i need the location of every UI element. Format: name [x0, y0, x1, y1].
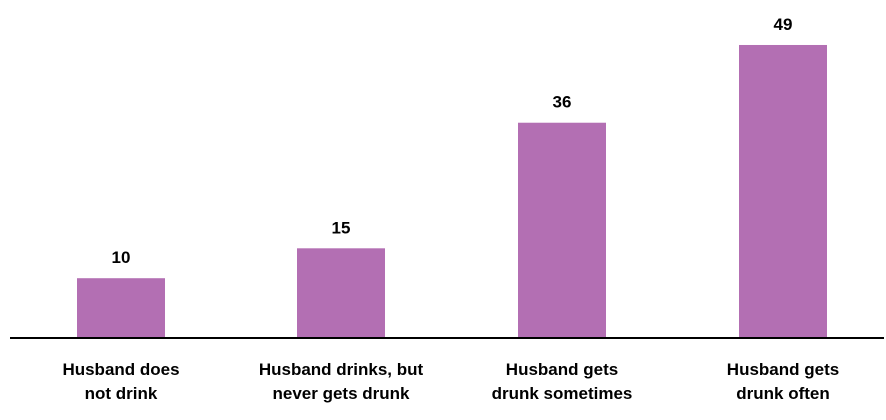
- category-labels-layer: Husband does not drink Husband drinks, but…: [62, 360, 839, 403]
- data-label-2: 15: [332, 218, 351, 237]
- value-labels-layer: 10 15 36 49: [112, 15, 793, 267]
- category-label-4-line-1: Husband gets: [727, 360, 839, 379]
- category-label-4-line-2: drunk often: [736, 384, 830, 403]
- bar-1: [77, 278, 165, 338]
- data-label-1: 10: [112, 248, 131, 267]
- bars-layer: [77, 44, 827, 338]
- bar-2: [297, 248, 385, 338]
- category-label-2-line-1: Husband drinks, but: [259, 360, 424, 379]
- category-label-3-line-2: drunk sometimes: [492, 384, 633, 403]
- category-label-2-line-2: never gets drunk: [273, 384, 411, 403]
- category-label-1-line-2: not drink: [85, 384, 158, 403]
- category-label-3-line-1: Husband gets: [506, 360, 618, 379]
- category-label-1-line-1: Husband does: [62, 360, 179, 379]
- data-label-3: 36: [553, 93, 572, 112]
- bar-3: [518, 122, 606, 338]
- bar-4: [739, 44, 827, 338]
- data-label-4: 49: [774, 15, 793, 34]
